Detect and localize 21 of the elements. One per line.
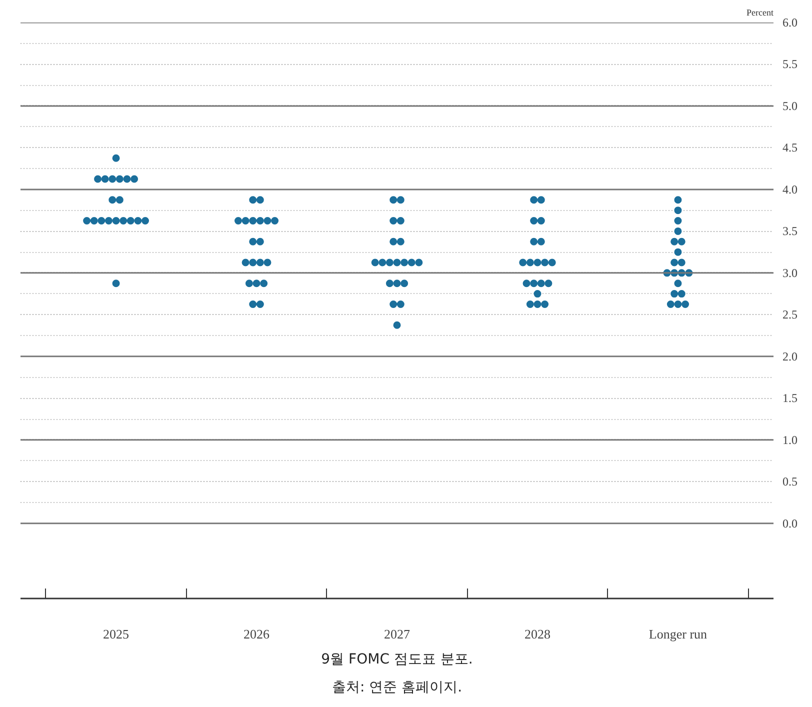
y-tick-label: 5.5	[782, 57, 798, 72]
y-tick-label: 3.5	[782, 224, 798, 238]
x-tick-label: Longer run	[648, 626, 708, 642]
y-tick-label: 0.0	[782, 516, 798, 530]
x-tick-label: 2027	[384, 626, 410, 642]
x-tick-label: 2025	[103, 626, 130, 642]
y-tick-label: 0.5	[782, 474, 798, 489]
y-tick-label: 4.5	[782, 140, 798, 155]
y-tick-label: 5.0	[782, 98, 798, 113]
y-tick-label: 2.0	[782, 349, 798, 364]
y-tick-label: 2.5	[782, 308, 798, 322]
x-tick-label: 2026	[244, 626, 270, 642]
y-tick-label: 3.0	[782, 266, 798, 280]
y-tick-label: 4.0	[782, 182, 798, 196]
y-axis-title: Percent	[746, 8, 774, 18]
y-tick-label: 1.0	[782, 432, 798, 447]
x-tick-label: 2028	[524, 626, 550, 642]
text: 9월 FOMC 점도표 분포.	[321, 652, 473, 668]
y-tick-label: 1.5	[782, 391, 798, 406]
source-note: 출처: 연준 홈페이지.	[332, 680, 462, 696]
y-tick-label: 6.0	[782, 16, 798, 30]
